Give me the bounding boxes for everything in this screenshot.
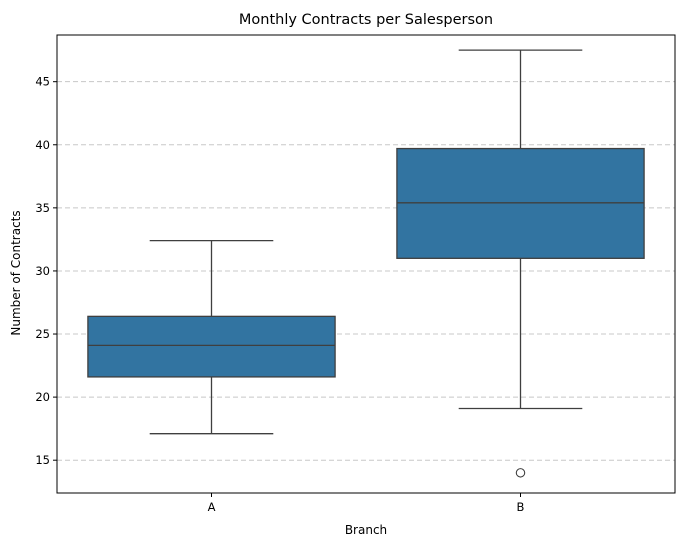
y-tick-label-45: 45 xyxy=(35,75,50,89)
y-tick-label-40: 40 xyxy=(35,138,50,152)
y-tick-label-30: 30 xyxy=(35,264,50,278)
y-tick-label-25: 25 xyxy=(35,327,50,341)
box-a xyxy=(87,315,336,378)
box-layer xyxy=(87,49,645,478)
chart-title: Monthly Contracts per Salesperson xyxy=(239,12,493,28)
y-axis-label: Number of Contracts xyxy=(9,210,23,335)
tick-layer: 15 20 25 30 35 40 45 A B xyxy=(35,75,524,514)
x-axis-label: Branch xyxy=(345,523,387,537)
y-tick-label-35: 35 xyxy=(35,201,50,215)
y-tick-label-15: 15 xyxy=(35,453,50,467)
plot-frame xyxy=(56,34,676,494)
x-tick-label-a: A xyxy=(208,500,216,514)
y-tick-label-20: 20 xyxy=(35,390,50,404)
outlier-b-0 xyxy=(515,468,526,478)
x-tick-label-b: B xyxy=(517,500,525,514)
